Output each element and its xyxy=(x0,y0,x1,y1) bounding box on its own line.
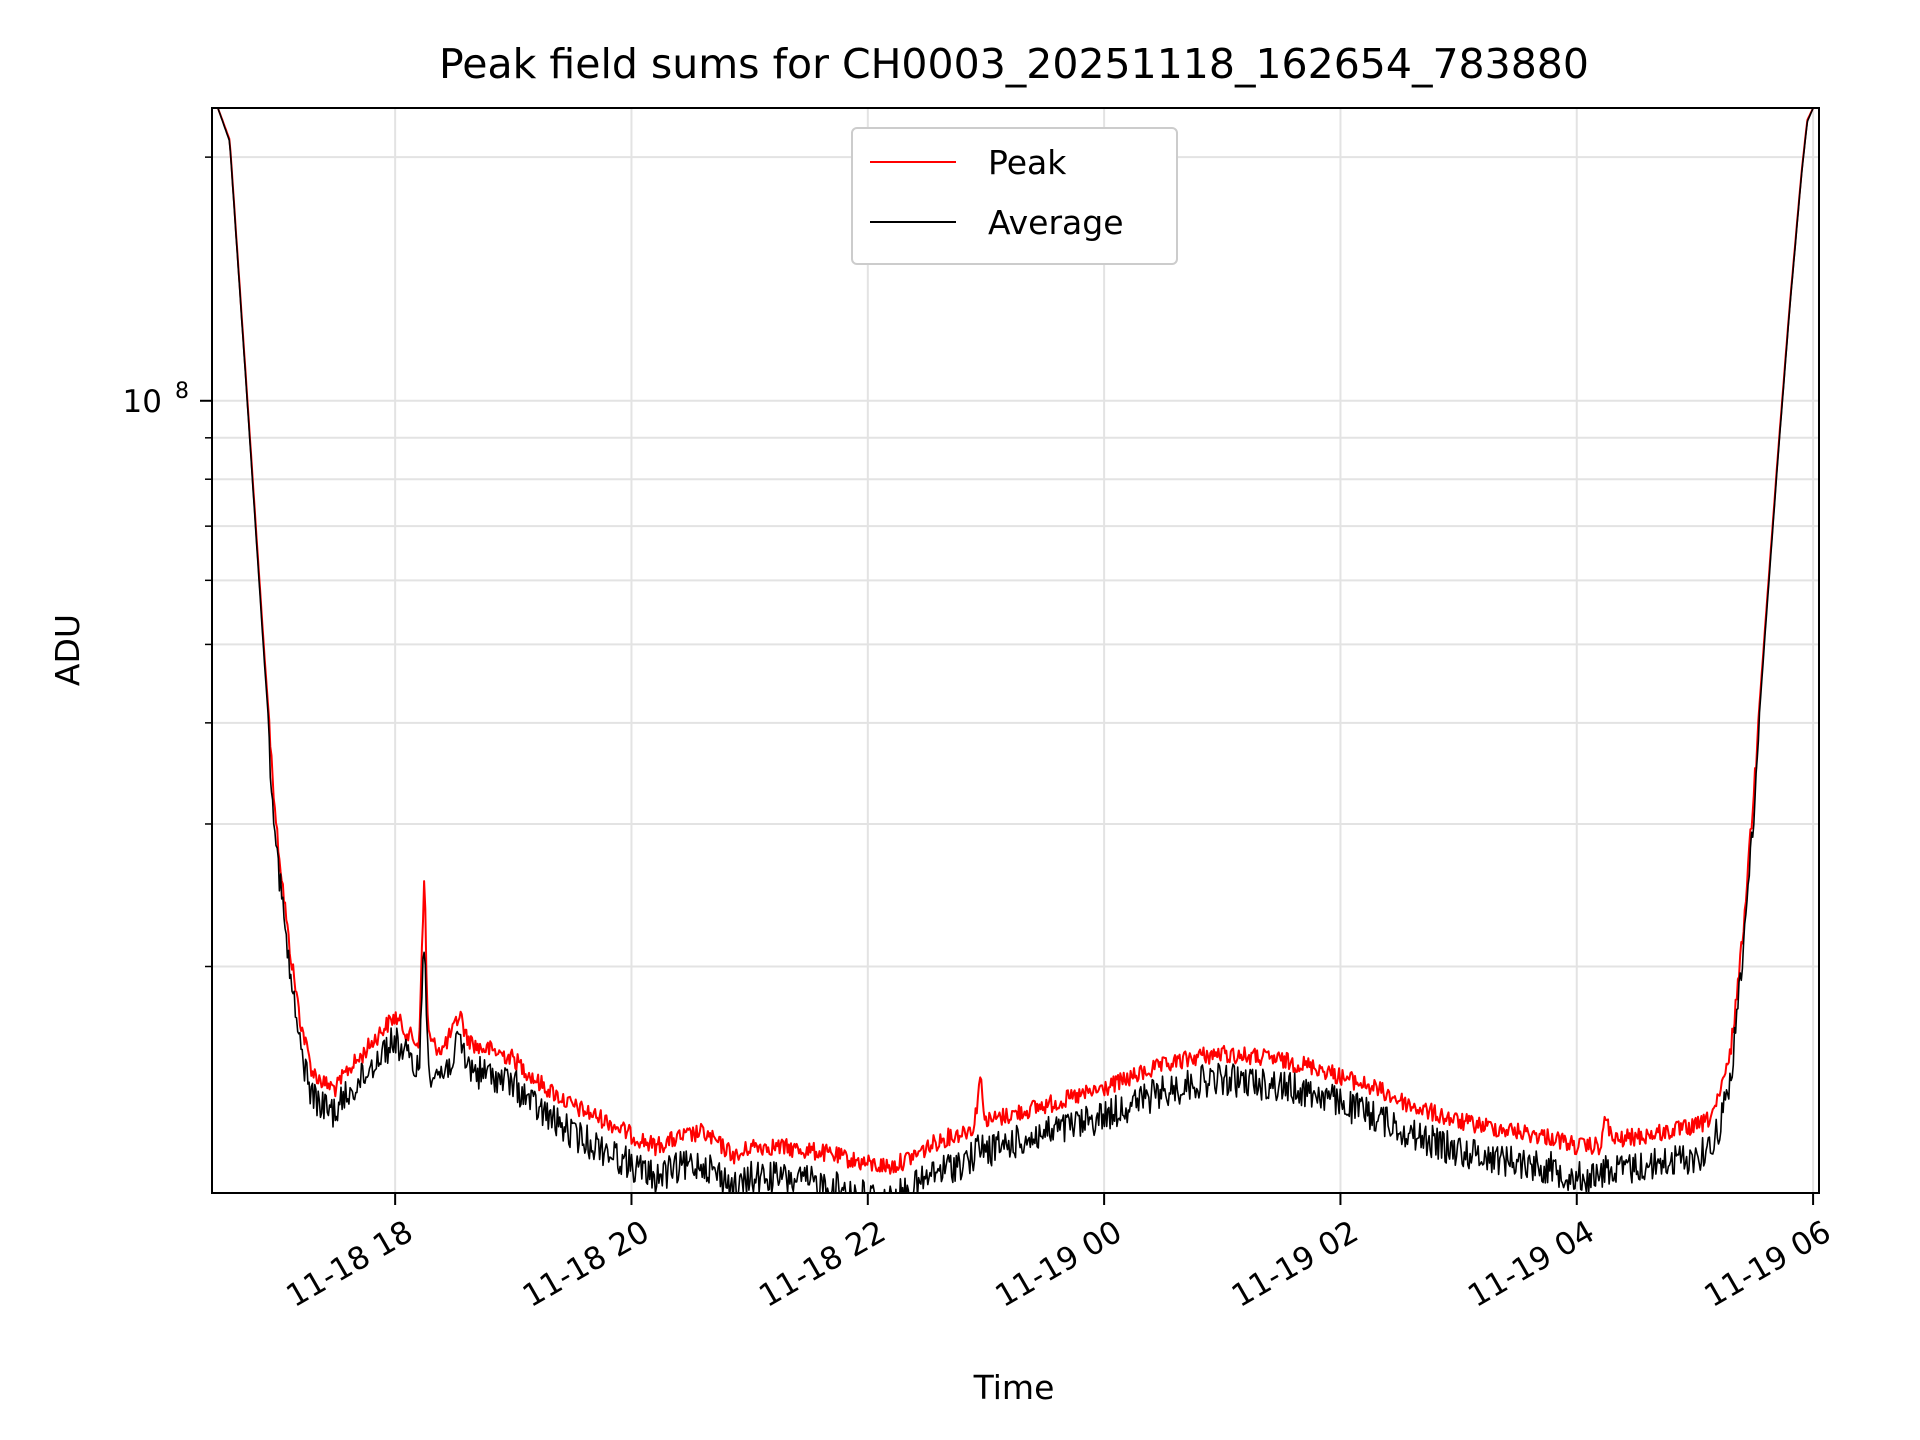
series-line-peak xyxy=(216,108,1815,1175)
legend: Peak Average xyxy=(851,127,1178,265)
legend-label-peak: Peak xyxy=(988,143,1067,182)
x-axis-label: Time xyxy=(973,1368,1055,1407)
chart-title: Peak field sums for CH0003_20251118_1626… xyxy=(439,40,1589,88)
y-axis-label: ADU xyxy=(48,614,87,686)
plot-area-frame xyxy=(211,107,1820,1194)
series-layer xyxy=(216,108,1815,1193)
y-axis-ticks: 10 8 xyxy=(123,156,212,968)
y-tick-label-exponent: 8 xyxy=(175,379,189,404)
series-line-average xyxy=(217,108,1814,1193)
y-tick-label: 10 xyxy=(123,384,162,420)
legend-label-average: Average xyxy=(988,203,1124,242)
